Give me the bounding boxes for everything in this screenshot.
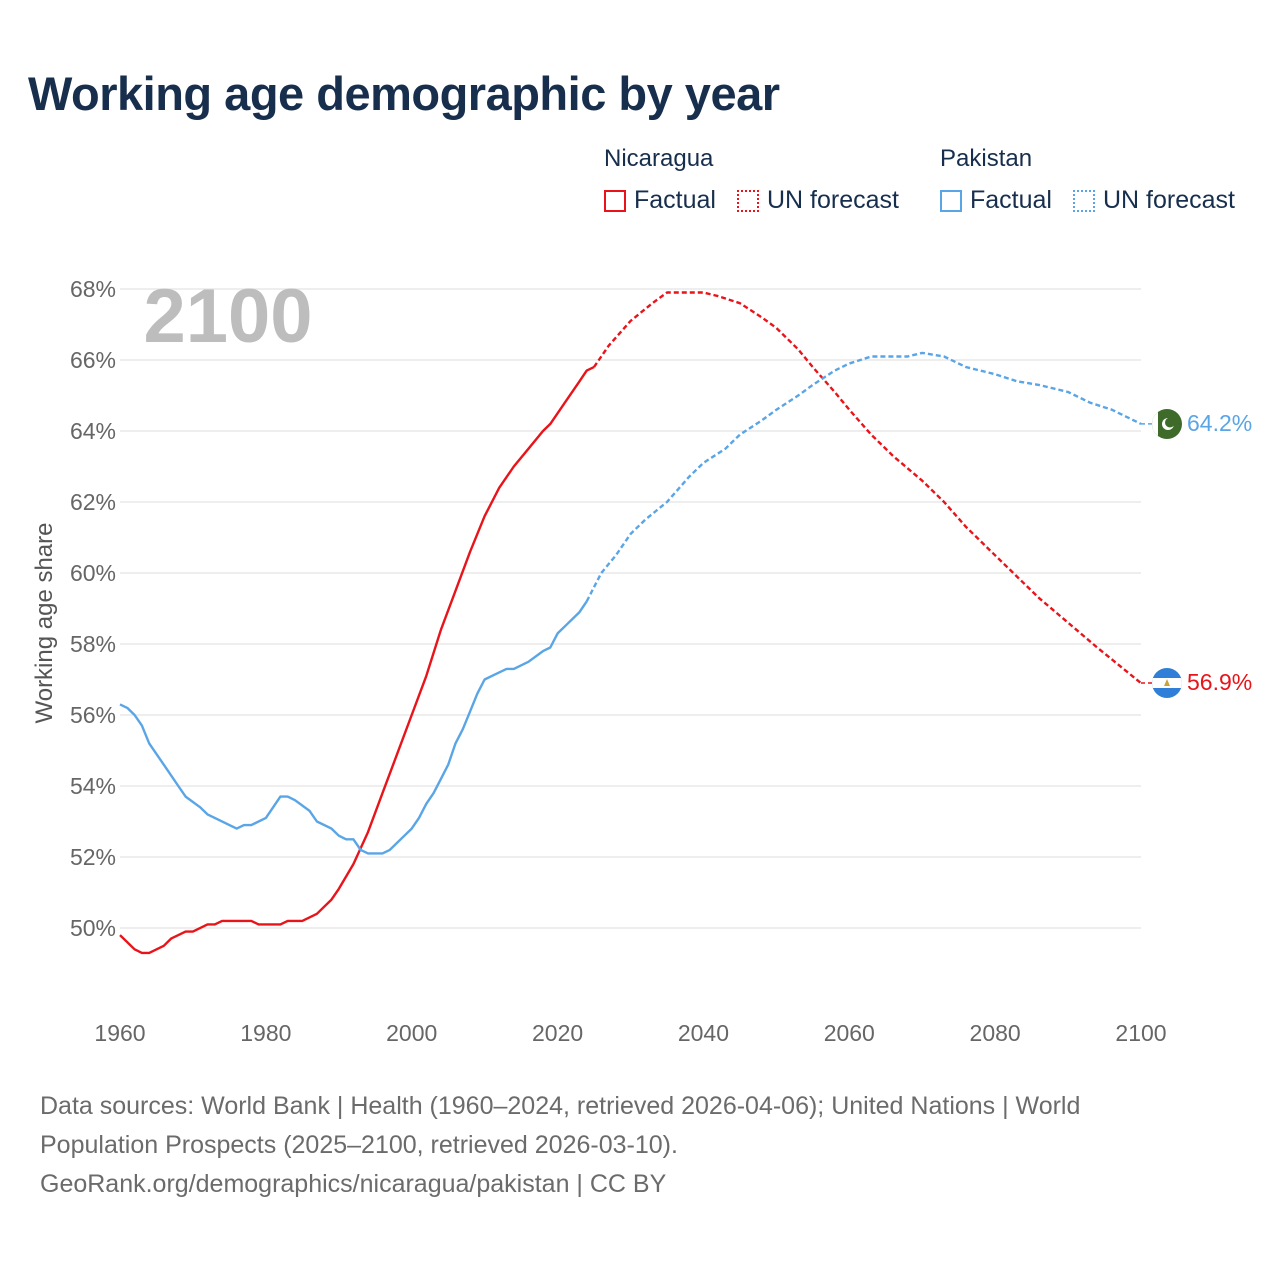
footer-link[interactable]: GeoRank.org/demographics/nicaragua/pakis…	[40, 1170, 667, 1198]
legend-swatch-solid	[604, 189, 626, 212]
y-tick-label: 64%	[70, 418, 116, 444]
legend-nicaragua-factual[interactable]: Factual	[604, 186, 716, 215]
x-axis-ticks: 1960 1980 2000 2020 2040 2060 2080 2100	[94, 1020, 1166, 1046]
legend-swatch-dotted	[1073, 189, 1095, 212]
pakistan-end-label: 64.2%	[1187, 410, 1252, 436]
legend-pakistan-forecast[interactable]: UN forecast	[1073, 186, 1235, 215]
y-tick-label: 60%	[70, 560, 116, 586]
legend-label: UN forecast	[767, 186, 899, 214]
legend-pakistan-title: Pakistan	[940, 145, 1033, 172]
y-tick-label: 50%	[70, 915, 116, 941]
x-tick-label: 2100	[1115, 1020, 1166, 1046]
pakistan-flag-icon	[1152, 409, 1182, 439]
y-tick-label: 68%	[70, 276, 116, 302]
pakistan-factual-line	[119, 600, 588, 855]
legend-swatch-solid	[940, 189, 962, 212]
chart-title: Working age demographic by year	[28, 67, 780, 120]
legend-pakistan-factual[interactable]: Factual	[940, 186, 1052, 215]
series-lines	[119, 291, 1152, 955]
x-tick-label: 2020	[532, 1020, 583, 1046]
footer-line-1: Data sources: World Bank | Health (1960–…	[40, 1092, 1081, 1120]
pakistan-forecast-line	[585, 351, 1142, 602]
footer-sources: Data sources: World Bank | Health (1960–…	[40, 1087, 1220, 1204]
x-tick-label: 2060	[824, 1020, 875, 1046]
y-tick-label: 62%	[70, 489, 116, 515]
x-tick-label: 1960	[94, 1020, 145, 1046]
footer-line-2: Population Prospects (2025–2100, retriev…	[40, 1131, 678, 1159]
y-tick-label: 52%	[70, 844, 116, 870]
nicaragua-end-label: 56.9%	[1187, 669, 1252, 695]
line-chart: 2100 50% 52% 54% 56% 58% 60% 62% 64% 66% 68% 1960…	[31, 274, 1252, 1046]
nicaragua-factual-line	[119, 366, 595, 955]
year-watermark: 2100	[143, 274, 312, 359]
nicaragua-flag-icon	[1152, 668, 1182, 698]
y-tick-label: 58%	[70, 631, 116, 657]
nicaragua-forecast-line	[593, 291, 1142, 685]
legend-label: UN forecast	[1103, 186, 1235, 214]
y-tick-label: 56%	[70, 702, 116, 728]
legend-label: Factual	[970, 186, 1052, 214]
legend-swatch-dotted	[737, 189, 759, 212]
legend-nicaragua-forecast[interactable]: UN forecast	[737, 186, 899, 215]
x-tick-label: 2040	[678, 1020, 729, 1046]
y-tick-label: 66%	[70, 347, 116, 373]
legend-label: Factual	[634, 186, 716, 214]
grid-lines	[120, 288, 1141, 929]
legend-nicaragua-title: Nicaragua	[604, 145, 714, 172]
y-tick-label: 54%	[70, 773, 116, 799]
x-tick-label: 1980	[240, 1020, 291, 1046]
y-axis-label: Working age share	[31, 523, 58, 724]
x-tick-label: 2000	[386, 1020, 437, 1046]
x-tick-label: 2080	[970, 1020, 1021, 1046]
y-axis-ticks: 50% 52% 54% 56% 58% 60% 62% 64% 66% 68%	[70, 276, 116, 941]
